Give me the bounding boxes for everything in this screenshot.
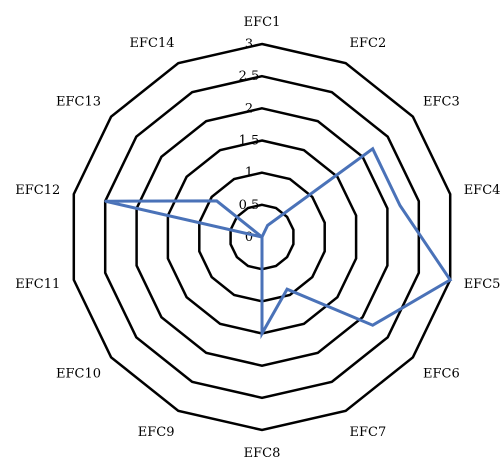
data-point-efc13: [215, 199, 218, 202]
radial-tick-label: 1: [245, 166, 253, 181]
category-label-efc9: EFC9: [138, 425, 175, 440]
grid-ring: [72, 42, 452, 432]
category-labels: EFC1 EFC2 EFC3 EFC4 EFC5 EFC6 EFC7 EFC8 EFC9 EFC1…: [15, 15, 500, 459]
data-point-efc3: [371, 147, 374, 150]
category-label-efc3: EFC3: [423, 94, 460, 109]
series-line: [104, 146, 453, 340]
category-label-efc5: EFC5: [464, 277, 501, 292]
data-point-efc2: [266, 224, 269, 227]
data-point-efc4: [399, 204, 401, 207]
data-point-efc7: [286, 288, 289, 291]
category-label-efc4: EFC4: [464, 183, 501, 198]
data-point-efc8: [261, 332, 263, 335]
grid-ring: [135, 107, 389, 367]
data-point-efc12: [104, 200, 107, 203]
data-point-efc14: [261, 236, 263, 238]
data-point-efc6: [371, 324, 374, 327]
radial-tick-label: 0: [245, 230, 253, 245]
radial-tick-label: 2.5: [239, 69, 260, 84]
category-label-efc12: EFC12: [15, 183, 60, 198]
grid-ring: [103, 74, 421, 400]
category-label-efc7: EFC7: [350, 425, 387, 440]
radial-tick-label: 0.5: [239, 198, 260, 213]
radial-tick-label: 2: [245, 101, 253, 116]
series-group: [104, 146, 453, 340]
category-label-efc11: EFC11: [15, 277, 60, 292]
category-label-efc8: EFC8: [244, 446, 281, 459]
category-label-efc14: EFC14: [130, 36, 175, 51]
category-label-efc1: EFC1: [244, 15, 281, 30]
data-point-efc5: [449, 278, 452, 281]
radial-tick-label: 3: [245, 37, 253, 52]
radial-tick-labels: 0 0.5 1 1.5 2 2.5 3: [239, 37, 260, 245]
category-label-efc6: EFC6: [423, 367, 460, 382]
radial-tick-label: 1.5: [239, 134, 260, 149]
category-label-efc2: EFC2: [350, 36, 387, 51]
category-label-efc13: EFC13: [56, 94, 101, 109]
category-label-efc10: EFC10: [56, 367, 101, 382]
